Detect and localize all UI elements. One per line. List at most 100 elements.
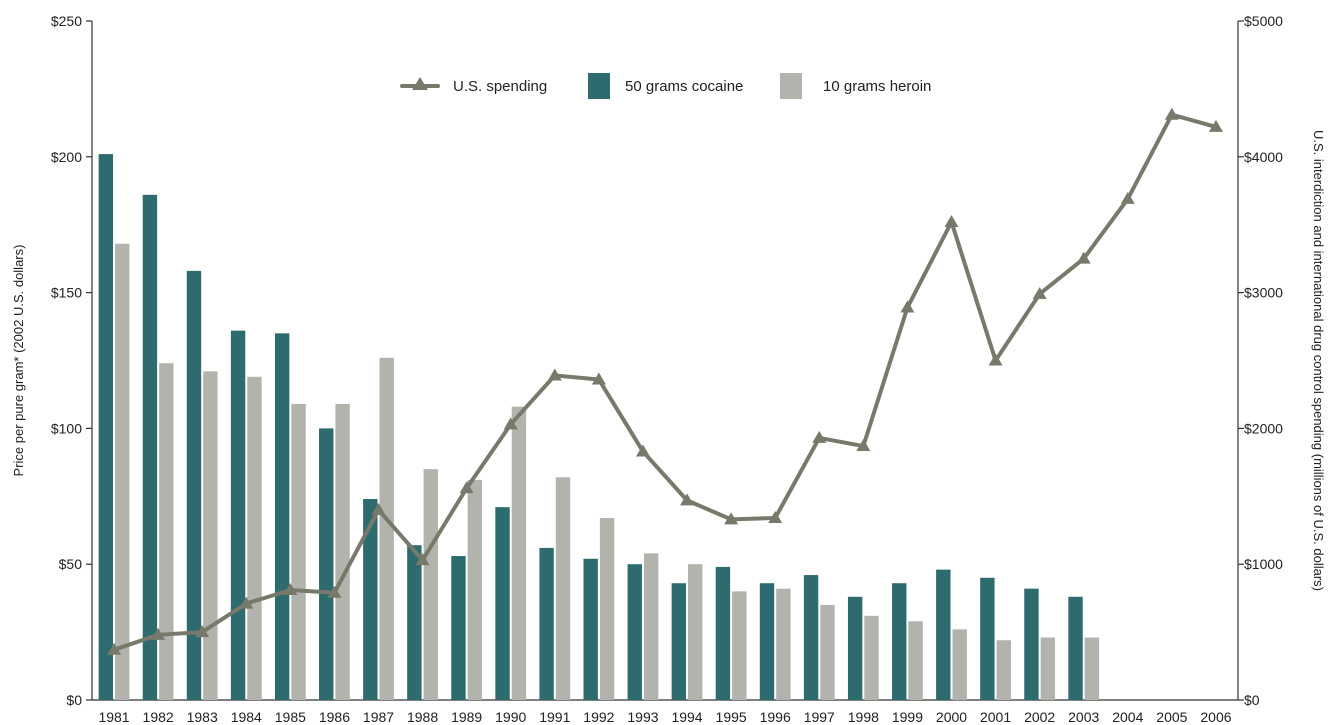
spending-point [944,214,959,227]
spending-point [768,511,783,524]
x-tick-label: 1998 [848,709,879,725]
legend-item-cocaine: 50 grams cocaine [588,73,743,99]
line-layer [107,107,1223,655]
x-tick-label: 1985 [275,709,306,725]
x-tick-label: 1992 [583,709,614,725]
x-tick-label: 1983 [187,709,218,725]
spending-point [107,642,122,655]
spending-point [812,430,827,443]
cocaine-bar [230,330,246,700]
x-tick-label: 2006 [1200,709,1231,725]
x-tick-label: 1999 [892,709,923,725]
x-tick-label: 1986 [319,709,350,725]
x-tick-label: 1996 [760,709,791,725]
right-y-tick-label: $0 [1244,692,1260,708]
cocaine-bar [407,545,422,700]
heroin-bar [1040,637,1056,700]
right-y-tick-label: $3000 [1244,285,1283,301]
spending-point [1164,107,1179,120]
heroin-bar [732,591,747,700]
spending-point [371,502,386,515]
x-tick-label: 2000 [936,709,967,725]
heroin-bar [996,640,1011,700]
left-y-tick-label: $150 [51,285,82,301]
legend-item-heroin: 10 grams heroin [780,73,931,99]
cocaine-bar [319,428,334,700]
spending-point [415,553,430,566]
spending-point [239,596,254,609]
heroin-bar [820,604,835,700]
heroin-bar [643,553,659,700]
spending-point [1208,119,1223,132]
x-tick-label: 1982 [143,709,174,725]
spending-point [195,625,210,638]
cocaine-bar [451,556,466,700]
triangle-marker-icon [412,77,428,90]
left-y-tick-label: $50 [59,556,83,572]
spending-point [283,583,298,596]
left-y-tick-label: $0 [66,692,82,708]
cocaine-bar [1024,588,1039,700]
heroin-bar [688,564,703,700]
spending-point [1120,191,1135,204]
cocaine-bar [1068,596,1083,700]
spending-point [1076,251,1091,264]
heroin-bar [555,477,571,700]
spending-point [724,512,739,525]
cocaine-bar [98,154,114,701]
cocaine-bar [980,577,995,700]
legend-item-us-spending: U.S. spending [400,77,547,95]
cocaine-bar [583,558,598,700]
x-tick-label: 1984 [231,709,262,725]
x-tick-label: 2005 [1156,709,1187,725]
x-tick-label: 1993 [627,709,658,725]
cocaine-bar [759,583,775,700]
heroin-bar [864,615,879,700]
x-tick-label: 1981 [98,709,129,725]
spending-point [1032,286,1047,299]
cocaine-bar [186,270,202,700]
cocaine-bar [627,564,642,700]
x-tick-label: 2004 [1112,709,1143,725]
x-tick-label: 2002 [1024,709,1055,725]
heroin-bar [1084,637,1100,700]
spending-point [856,439,871,452]
spending-point [900,300,915,313]
right-y-tick-label: $2000 [1244,420,1283,436]
cocaine-bar [803,575,819,700]
heroin-bar [247,376,262,700]
spending-point [591,372,606,385]
spending-point [151,627,166,640]
cocaine-bar [495,507,510,700]
left-axis-label: Price per pure gram* (2002 U.S. dollars) [11,245,26,477]
spending-point [547,368,562,381]
left-y-tick-label: $100 [51,420,82,436]
heroin-bar [291,403,306,700]
left-y-tick-label: $200 [51,149,82,165]
heroin-bar [467,480,483,700]
heroin-bar [908,621,923,700]
x-tick-label: 1995 [716,709,747,725]
x-tick-label: 2001 [980,709,1011,725]
cocaine-bar [671,583,687,700]
heroin-bar [599,518,615,700]
cocaine-bar [539,547,554,700]
right-y-tick-label: $4000 [1244,149,1283,165]
cocaine-bar [142,194,158,700]
spending-point [988,353,1003,366]
left-y-tick-label: $250 [51,13,82,29]
cocaine-bar [936,569,951,700]
x-tick-label: 1989 [451,709,482,725]
legend-label: 10 grams heroin [823,78,931,95]
heroin-bar [159,363,174,700]
spending-point [635,444,650,457]
legend: U.S. spending 50 grams cocaine 10 grams he… [400,73,931,99]
heroin-bar [335,403,350,700]
heroin-bar [423,469,438,700]
spending-line [112,112,1218,652]
x-tick-label: 1994 [671,709,702,725]
cocaine-swatch-icon [588,73,610,99]
legend-label: 50 grams cocaine [625,78,743,95]
